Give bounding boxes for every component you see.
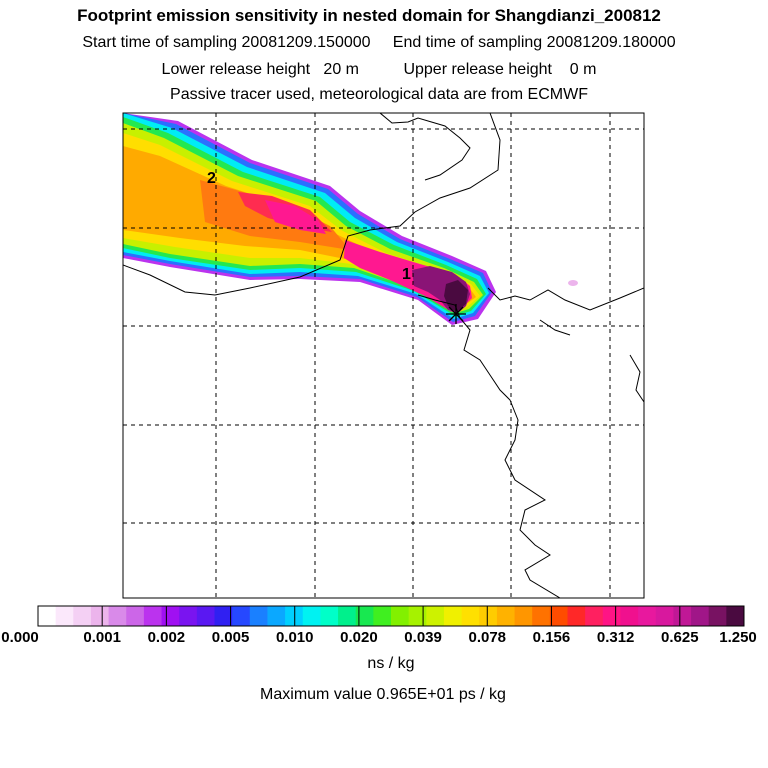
colorbar-swatch bbox=[161, 606, 180, 626]
colorbar-swatch bbox=[691, 606, 710, 626]
colorbar-swatch bbox=[602, 606, 621, 626]
colorbar-tick-label: 0.010 bbox=[275, 629, 314, 646]
colorbar-tick-label: 0.000 bbox=[1, 629, 39, 646]
colorbar-swatch bbox=[708, 606, 727, 626]
colorbar-frame bbox=[37, 605, 745, 627]
isolated-spot bbox=[568, 280, 578, 286]
colorbar-tick-label: 1.250 bbox=[719, 629, 757, 646]
colorbar-swatch bbox=[55, 606, 74, 626]
colorbar-swatch bbox=[620, 606, 639, 626]
plot-title: Footprint emission sensitivity in nested… bbox=[77, 6, 661, 25]
colorbar-swatch bbox=[408, 606, 427, 626]
colorbar-swatch bbox=[214, 606, 233, 626]
colorbar-swatch bbox=[426, 606, 445, 626]
colorbar-swatch bbox=[496, 606, 516, 626]
colorbar-swatch bbox=[126, 606, 145, 626]
colorbar-swatch bbox=[108, 606, 127, 626]
colorbar-swatch bbox=[179, 606, 198, 626]
colorbar-swatch bbox=[567, 606, 586, 626]
colorbar-swatch bbox=[638, 606, 657, 626]
colorbar-swatch bbox=[90, 606, 110, 626]
colorbar-swatch bbox=[355, 606, 374, 626]
sampling-time-line: Start time of sampling 20081209.150000 E… bbox=[82, 34, 676, 51]
lat-lon-grid bbox=[123, 113, 644, 598]
colorbar-swatch bbox=[443, 606, 463, 626]
colorbar-swatch bbox=[391, 606, 410, 626]
colorbar-swatch bbox=[267, 606, 286, 626]
cluster-label-2: 2 bbox=[207, 170, 216, 187]
station-marker bbox=[446, 304, 466, 324]
colorbar-swatch bbox=[232, 606, 251, 626]
colorbar-swatch bbox=[479, 606, 498, 626]
colorbar-swatch bbox=[73, 606, 92, 626]
colorbar-swatch bbox=[285, 606, 304, 626]
release-height-line: Lower release height 20 m Upper release … bbox=[161, 61, 597, 78]
colorbar-swatch bbox=[514, 606, 533, 626]
colorbar-swatch bbox=[549, 606, 568, 626]
colorbar-swatch bbox=[38, 606, 57, 626]
colorbar-tick-label: 0.078 bbox=[468, 629, 507, 646]
colorbar-swatch bbox=[320, 606, 339, 626]
map-frame bbox=[122, 112, 645, 599]
colorbar-tick-label: 0.005 bbox=[211, 629, 250, 646]
colorbar-tick-label: 0.020 bbox=[340, 629, 378, 646]
colorbar-swatch bbox=[655, 606, 674, 626]
colorbar-tick-label: 0.002 bbox=[147, 629, 186, 646]
colorbar-swatch bbox=[338, 606, 357, 626]
colorbar-swatch bbox=[143, 606, 163, 626]
colorbar-swatch bbox=[532, 606, 551, 626]
colorbar-tick-label: 0.312 bbox=[596, 629, 635, 646]
colorbar-swatch bbox=[373, 606, 392, 626]
colorbar-swatch bbox=[249, 606, 268, 626]
colorbar-swatch bbox=[302, 606, 321, 626]
plume-band-pink-inner bbox=[265, 200, 326, 234]
colorbar-swatch bbox=[196, 606, 215, 626]
cluster-label-1: 1 bbox=[402, 266, 411, 283]
maximum-value-text: Maximum value 0.965E+01 ps / kg bbox=[260, 686, 506, 703]
colorbar-tick-label: 0.625 bbox=[661, 629, 699, 646]
colorbar-tick-label: 0.039 bbox=[404, 629, 442, 646]
colorbar-swatch bbox=[726, 606, 745, 626]
colorbar-units: ns / kg bbox=[367, 655, 415, 672]
colorbar-tick-label: 0.001 bbox=[83, 629, 121, 646]
sensitivity-plume bbox=[123, 113, 578, 325]
colorbar-swatch bbox=[673, 606, 692, 626]
colorbar bbox=[38, 606, 745, 626]
colorbar-swatch bbox=[461, 606, 480, 626]
colorbar-tick-label: 0.156 bbox=[532, 629, 571, 646]
coastlines bbox=[123, 113, 644, 598]
tracer-info-line: Passive tracer used, meteorological data… bbox=[170, 86, 588, 103]
colorbar-swatch bbox=[585, 606, 604, 626]
